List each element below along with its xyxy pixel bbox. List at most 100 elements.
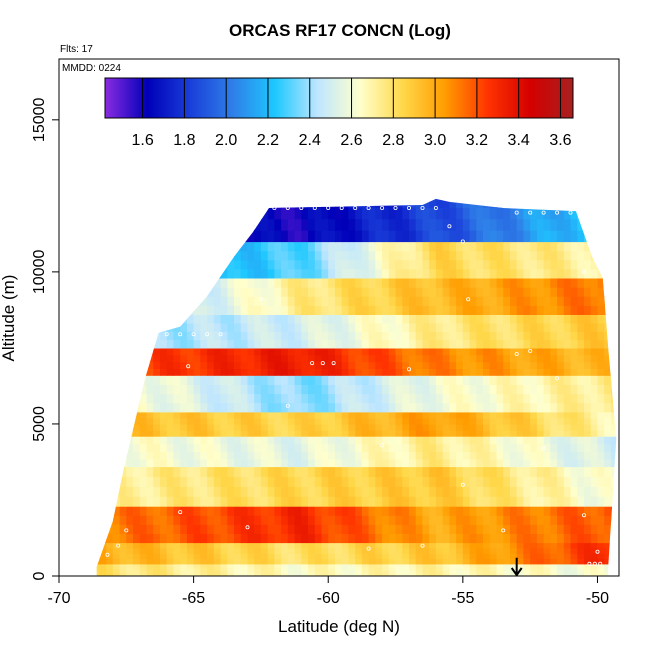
heatmap-cell	[382, 207, 390, 220]
heatmap-cell	[550, 553, 558, 560]
heatmap-cell	[496, 506, 504, 516]
heatmap-cell	[133, 259, 141, 270]
heatmap-cell	[321, 314, 329, 324]
heatmap-cell	[234, 339, 242, 349]
heatmap-cell	[193, 384, 201, 395]
heatmap-cell	[73, 230, 80, 242]
heatmap-cell	[382, 384, 390, 395]
heatmap-cell	[153, 384, 161, 395]
heatmap-cell	[557, 451, 565, 460]
heatmap-cell	[449, 496, 457, 507]
heatmap-cell	[254, 573, 262, 576]
heatmap-cell	[597, 322, 605, 332]
heatmap-cell	[442, 250, 450, 261]
heatmap-cell	[604, 411, 612, 419]
heatmap-cell	[570, 331, 578, 341]
heatmap-cell	[361, 573, 370, 576]
heatmap-cell	[503, 430, 511, 437]
heatmap-cell	[570, 278, 578, 288]
heatmap-cell	[382, 533, 390, 544]
heatmap-cell	[294, 417, 302, 425]
heatmap-cell	[530, 361, 538, 369]
heatmap-cell	[355, 207, 363, 220]
heatmap-cell	[395, 305, 403, 315]
heatmap-cell	[301, 368, 309, 376]
heatmap-cell	[550, 542, 558, 549]
heatmap-cell	[429, 268, 437, 279]
heatmap-cell	[281, 384, 289, 395]
heatmap-cell	[456, 553, 464, 560]
heatmap-cell	[160, 515, 168, 525]
heatmap-cell	[375, 506, 383, 516]
heatmap-cell	[247, 423, 255, 431]
heatmap-cell	[361, 314, 370, 324]
heatmap-cell	[355, 458, 363, 468]
heatmap-cell	[240, 417, 248, 425]
heatmap-cell	[59, 486, 66, 497]
heatmap-cell	[59, 436, 66, 444]
heatmap-cell	[530, 230, 538, 243]
heatmap-cell	[462, 515, 471, 525]
heatmap-cell	[314, 402, 323, 413]
heatmap-cell	[469, 563, 477, 568]
heatmap-cell	[119, 322, 127, 332]
heatmap-cell	[267, 423, 275, 431]
heatmap-cell	[79, 323, 86, 332]
heatmap-cell	[597, 296, 605, 306]
heatmap-cell	[186, 368, 195, 376]
heatmap-cell	[247, 250, 255, 261]
heatmap-cell	[388, 417, 397, 425]
heatmap-cell	[536, 486, 545, 497]
heatmap-cell	[348, 573, 356, 576]
heatmap-cell	[570, 354, 578, 363]
heatmap-cell	[173, 354, 181, 363]
heatmap-cell	[610, 569, 617, 574]
heatmap-cell	[260, 573, 269, 576]
heatmap-cell	[86, 444, 93, 452]
heatmap-cell	[254, 451, 262, 460]
heatmap-cell	[341, 515, 349, 525]
heatmap-cell	[516, 384, 524, 395]
heatmap-cell	[530, 573, 538, 576]
heatmap-cell	[301, 268, 309, 279]
heatmap-cell	[294, 287, 302, 297]
heatmap-cell	[610, 566, 617, 571]
heatmap-cell	[597, 354, 605, 363]
heatmap-cell	[590, 569, 598, 574]
heatmap-cell	[435, 417, 444, 425]
heatmap-cell	[456, 533, 464, 544]
heatmap-cell	[577, 466, 585, 477]
heatmap-cell	[254, 411, 262, 419]
heatmap-cell	[476, 361, 484, 369]
heatmap-cell	[375, 515, 383, 525]
heatmap-cell	[186, 331, 195, 341]
heatmap-cell	[584, 375, 592, 385]
heatmap-cell	[368, 305, 376, 315]
heatmap-cell	[348, 314, 356, 324]
heatmap-cell	[604, 451, 612, 460]
sample-point	[137, 332, 142, 337]
heatmap-cell	[563, 339, 572, 349]
heatmap-cell	[530, 506, 538, 516]
heatmap-cell	[435, 361, 444, 369]
heatmap-cell	[274, 241, 282, 252]
heatmap-cell	[86, 459, 93, 467]
heatmap-cell	[382, 402, 390, 413]
heatmap-cell	[429, 250, 437, 261]
heatmap-cell	[489, 305, 498, 315]
heatmap-cell	[462, 230, 471, 243]
heatmap-cell	[368, 515, 376, 525]
heatmap-cell	[510, 458, 518, 468]
heatmap-cell	[456, 411, 464, 419]
heatmap-cell	[166, 322, 174, 332]
heatmap-cell	[503, 496, 511, 507]
heatmap-cell	[395, 207, 403, 220]
heatmap-cell	[429, 361, 437, 369]
heatmap-cell	[516, 506, 524, 516]
heatmap-cell	[442, 451, 450, 460]
heatmap-cell	[314, 566, 323, 571]
heatmap-cell	[361, 458, 370, 468]
heatmap-cell	[456, 515, 464, 525]
heatmap-cell	[483, 241, 491, 252]
heatmap-cell	[543, 296, 551, 306]
